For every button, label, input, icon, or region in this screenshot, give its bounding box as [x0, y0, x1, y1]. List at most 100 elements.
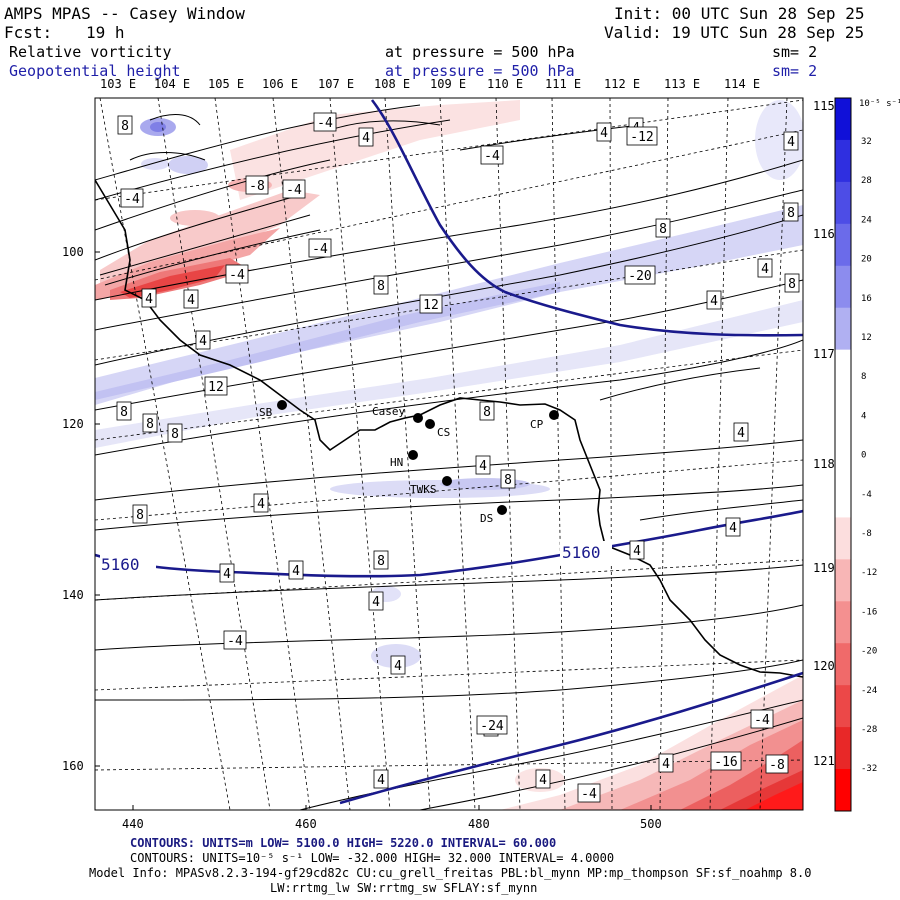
vorticity-label-box: [373, 275, 389, 295]
vorticity-contour-label: 8: [171, 427, 179, 442]
vorticity-label-box: [183, 289, 199, 309]
colorbar-swatch: [835, 433, 851, 476]
vorticity-contour-label: 8: [121, 119, 129, 134]
vorticity-label-box: [282, 179, 306, 199]
vorticity-label-box: [120, 188, 144, 208]
station-label: Casey: [372, 405, 405, 418]
station-label: CS: [437, 426, 450, 439]
vorticity-label-box: [655, 218, 671, 238]
vorticity-contour-label: 4: [710, 294, 718, 309]
footer-vorticity-contours: CONTOURS: UNITS=10⁻⁵ s⁻¹ LOW= -32.000 HI…: [130, 851, 615, 865]
vorticity-label-box: [132, 504, 148, 524]
vorticity-contour-label: 4: [377, 773, 385, 788]
vorticity-contour-label: 8: [787, 206, 795, 221]
vorticity-label-box: [390, 655, 406, 675]
y-tick-label: 100: [62, 245, 84, 259]
station-label: HN: [390, 456, 403, 469]
vorticity-contour-label: -4: [754, 713, 770, 728]
vorticity-label-box: [480, 145, 504, 165]
vorticity-contour-label: 4: [145, 292, 153, 307]
vorticity-contour-label: 4: [362, 131, 370, 146]
colorbar-swatch: [835, 265, 851, 309]
colorbar-swatch: [835, 98, 851, 141]
colorbar-swatch: [835, 769, 851, 812]
vorticity-contour-label: 8: [120, 405, 128, 420]
footer-height-contours: CONTOURS: UNITS=m LOW= 5100.0 HIGH= 5220…: [130, 836, 557, 850]
longitude-label: 105 E: [208, 77, 245, 91]
vorticity-contour-label: -4: [312, 242, 328, 257]
colorbar-swatch: [835, 685, 851, 728]
vorticity-contour-label: 4: [737, 426, 745, 441]
vorticity-contour-label: 4: [292, 564, 300, 579]
forecast-label: Fcst:: [4, 23, 53, 42]
vorticity-contour-label: -8: [249, 179, 265, 194]
station-marker: [497, 505, 507, 515]
vorticity-contour-label: 4: [257, 497, 265, 512]
vorticity-label-box: [117, 115, 133, 135]
valid-time: Valid: 19 UTC Sun 28 Sep 25: [604, 23, 865, 42]
x-tick-label: 440: [122, 817, 144, 831]
station-marker: [425, 419, 435, 429]
geopotential-height-contours: [95, 99, 803, 805]
vorticity-contour-label: 8: [146, 417, 154, 432]
vorticity-contour-label: -12: [630, 130, 653, 145]
colorbar-level-label: -8: [861, 529, 872, 539]
vorticity-label-box: [475, 455, 491, 475]
longitude-label: 114 E: [724, 77, 761, 91]
vorticity-label-box: [658, 753, 674, 773]
vorticity-contour-label: 4: [199, 334, 207, 349]
vorticity-label-box: [626, 126, 658, 146]
colorbar-swatch: [835, 601, 851, 644]
lat-lon-grid: [95, 98, 803, 810]
station-label: DS: [480, 512, 493, 525]
vorticity-contour-label: 4: [787, 135, 795, 150]
vorticity-label-box: [288, 560, 304, 580]
vorticity-label-box: [757, 258, 773, 278]
colorbar-level-label: 28: [861, 176, 872, 186]
longitude-label: 112 E: [604, 77, 641, 91]
vorticity-label-box: [142, 413, 158, 433]
vorticity-contour-label: 4: [729, 521, 737, 536]
vorticity-contour-label: -24: [480, 719, 504, 734]
colorbar-level-label: -24: [861, 686, 877, 696]
colorbar-swatch: [835, 727, 851, 770]
vorticity-label-box: [476, 715, 508, 735]
field1-name: Relative vorticity: [9, 43, 172, 61]
vorticity-label-box: [225, 264, 249, 284]
vorticity-label-box: [596, 122, 612, 142]
height-contour-label: 5160: [562, 543, 601, 562]
colorbar-level-label: -32: [861, 764, 877, 774]
vorticity-contour-label: -4: [229, 268, 245, 283]
footer-physics-info: LW:rrtmg_lw SW:rrtmg_sw SFLAY:sf_mynn: [270, 881, 538, 895]
colorbar-swatch: [835, 643, 851, 686]
vorticity-contour-label: 4: [633, 544, 641, 559]
station-label: SB: [259, 406, 273, 419]
vorticity-label-box: [710, 751, 742, 771]
vorticity-contour-label: 4: [600, 126, 608, 141]
colorbar-swatch: [835, 139, 851, 183]
longitude-label: 113 E: [664, 77, 701, 91]
colorbar-level-label: 20: [861, 255, 872, 265]
y-tick-label: 160: [62, 759, 84, 773]
vorticity-label-box: [725, 517, 741, 537]
colorbar-level-label: 4: [861, 411, 866, 421]
vorticity-contour-label: -4: [124, 192, 140, 207]
vorticity-label-box: [253, 493, 269, 513]
vorticity-contour-label: -4: [286, 183, 302, 198]
colorbar-swatch: [835, 307, 851, 351]
stations: Casey CS SB CP HN TWKS DS: [259, 400, 559, 525]
coastline: [95, 179, 803, 678]
field1-smoothing: sm= 2: [772, 43, 818, 61]
vorticity-contour-label: -4: [227, 634, 243, 649]
vorticity-contour-label: 12: [208, 380, 224, 395]
vorticity-label-box: [373, 550, 389, 570]
vorticity-contour-label: 8: [788, 277, 796, 292]
vorticity-label-box: [368, 591, 384, 611]
vorticity-label-box: [358, 127, 374, 147]
vorticity-contour-label: -8: [769, 758, 785, 773]
colorbar-level-label: -20: [861, 647, 877, 657]
colorbar-swatch: [835, 517, 851, 560]
longitude-label: 109 E: [430, 77, 467, 91]
forecast-hour: 19 h: [86, 23, 125, 42]
vorticity-contour-label: -20: [628, 269, 651, 284]
